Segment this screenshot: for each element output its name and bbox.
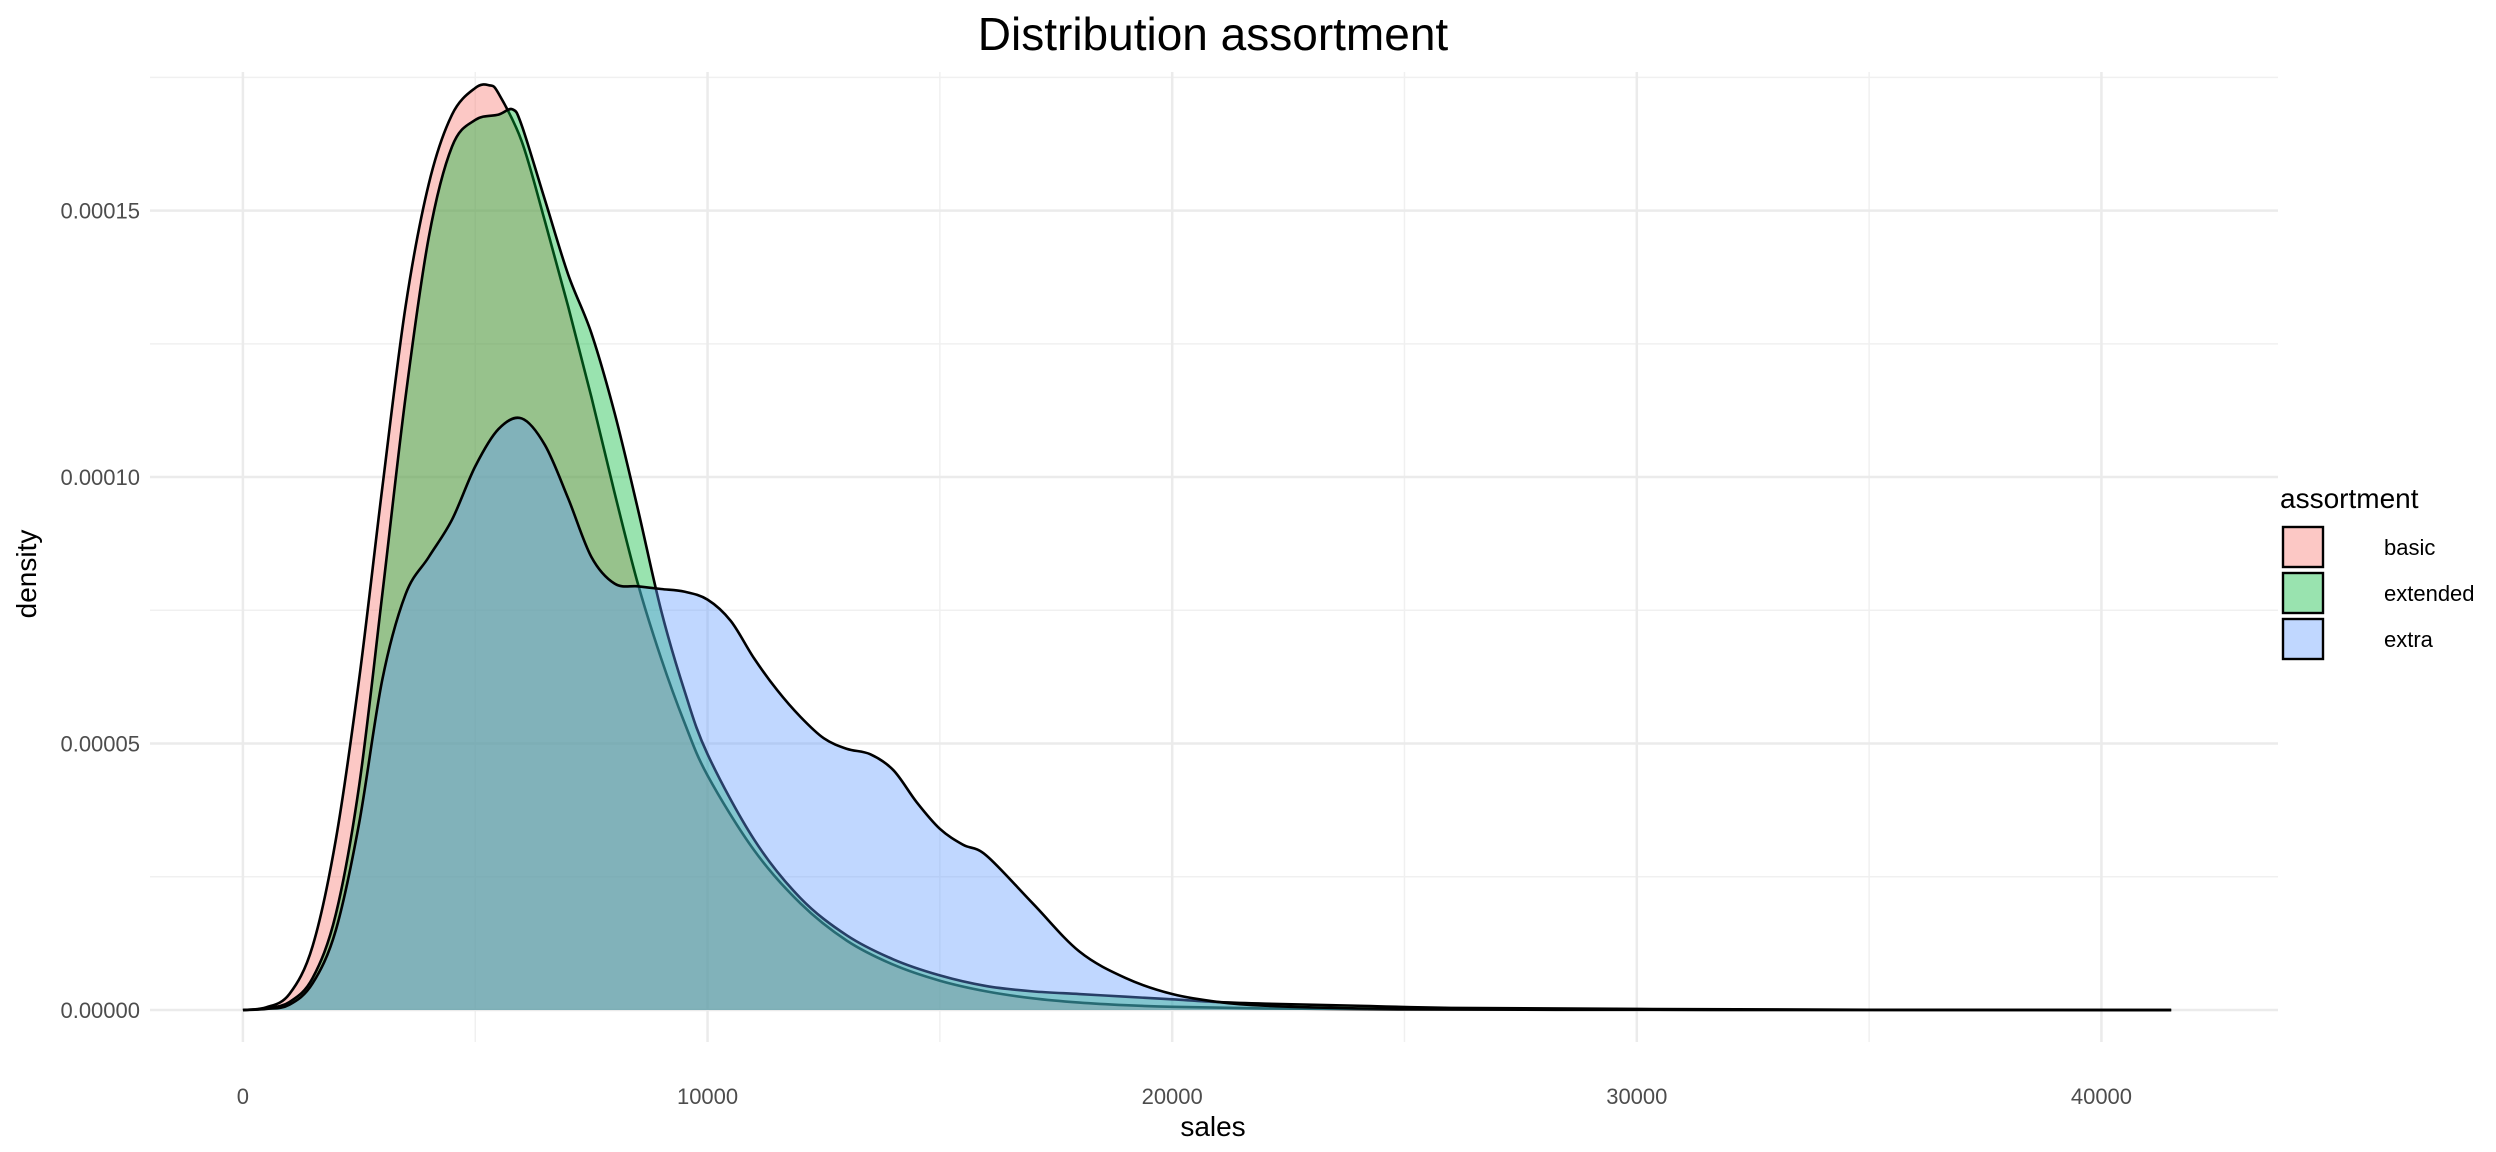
legend-swatch-extended [2281, 571, 2325, 615]
legend: assortment basic extended extra [2280, 483, 2475, 661]
x-axis-title: sales [1180, 1111, 1245, 1142]
density-line-basic [242, 83, 2172, 1012]
y-tick-label: 0.00010 [60, 465, 140, 490]
legend-title: assortment [2280, 483, 2419, 514]
legend-swatch-extra [2281, 617, 2325, 661]
legend-key-bg [2282, 572, 2324, 614]
chart-title: Distribution assortment [978, 8, 1449, 60]
legend-label-extended: extended [2384, 581, 2475, 606]
legend-swatch-basic [2281, 525, 2325, 569]
density-area-extended [242, 108, 2172, 1011]
x-tick-label: 20000 [1142, 1084, 1203, 1109]
y-tick-label: 0.00005 [60, 732, 140, 757]
legend-label-basic: basic [2384, 535, 2435, 560]
x-tick-label: 30000 [1606, 1084, 1667, 1109]
density-area-extra [242, 417, 2172, 1011]
x-tick-label: 40000 [2071, 1084, 2132, 1109]
legend-key-bg [2282, 618, 2324, 660]
y-tick-label: 0.00015 [60, 199, 140, 224]
y-axis-title: density [11, 530, 42, 619]
legend-label-extra: extra [2384, 627, 2434, 652]
density-areas [242, 83, 2172, 1012]
grid-lines [150, 72, 2278, 1042]
density-line-extra [242, 416, 2172, 1012]
density-line-extended [242, 107, 2172, 1012]
x-tick-label: 0 [237, 1084, 249, 1109]
x-tick-label: 10000 [677, 1084, 738, 1109]
legend-key-bg [2282, 526, 2324, 568]
y-tick-label: 0.00000 [60, 998, 140, 1023]
density-area-basic [242, 84, 2172, 1011]
axis-ticks: 0 10000 20000 30000 40000 0.00000 0.00005 0.000… [60, 199, 2132, 1109]
